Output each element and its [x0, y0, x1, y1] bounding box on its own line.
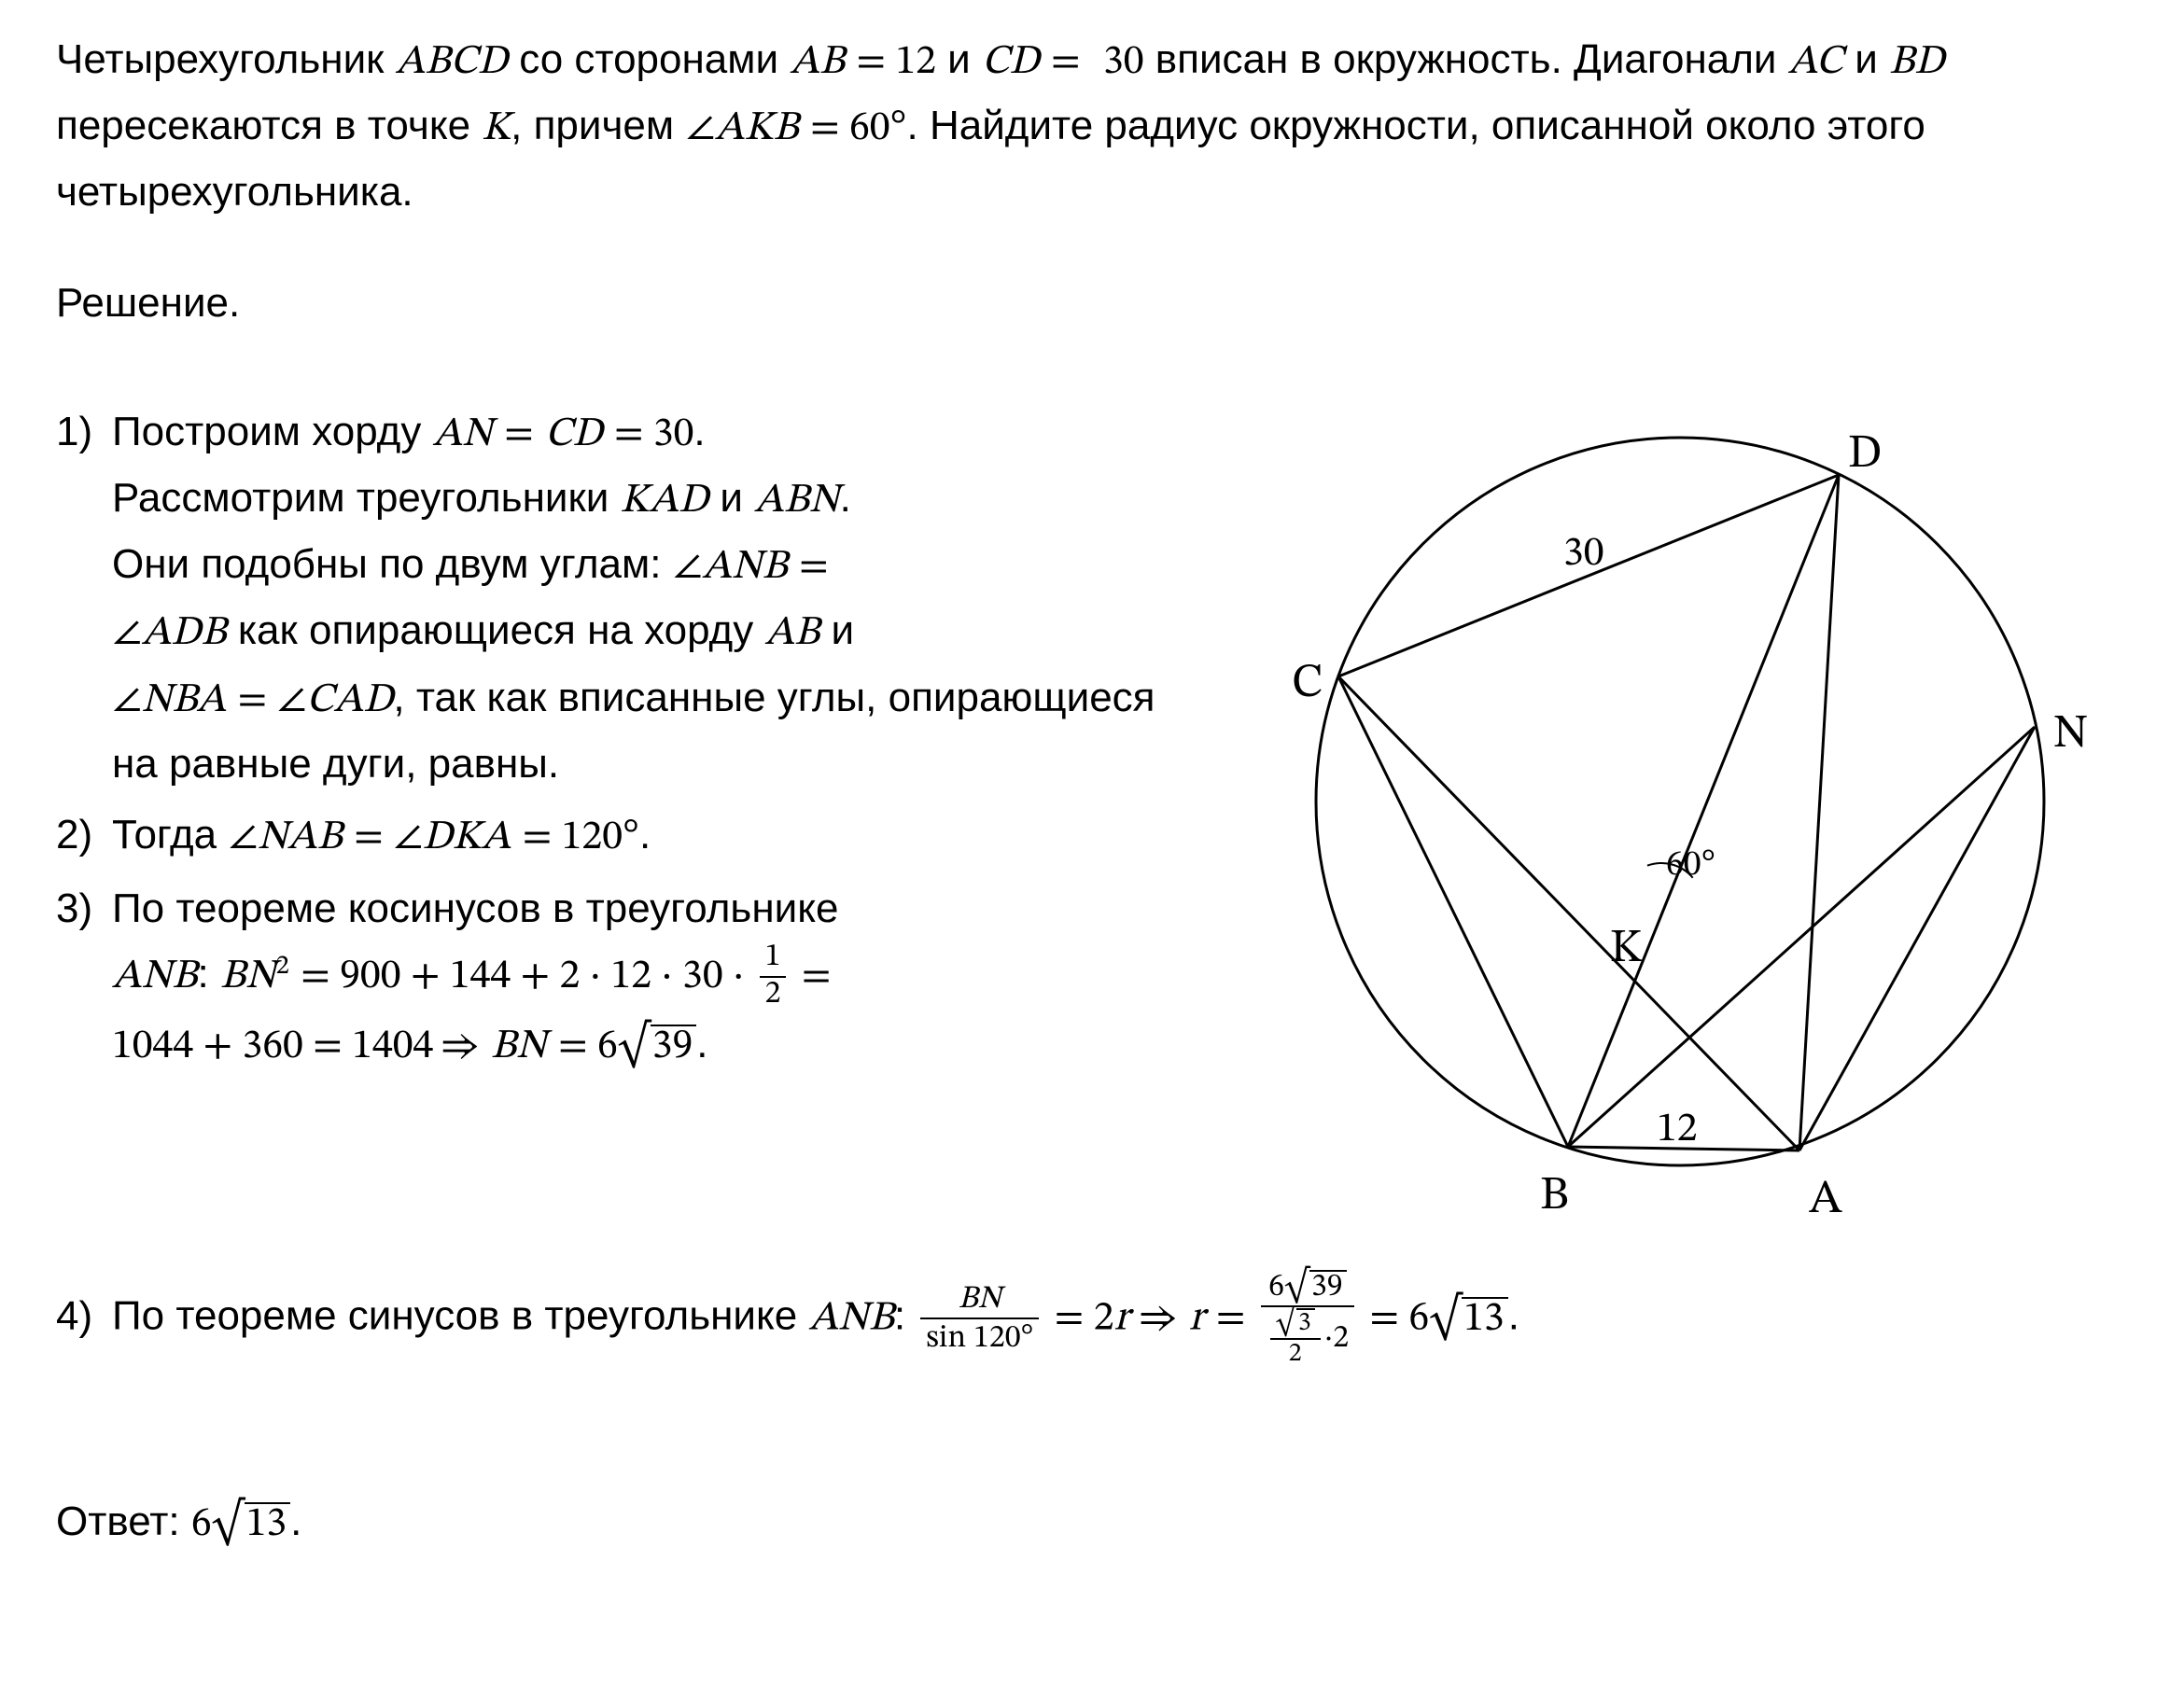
diagram-label: A	[1809, 1164, 1842, 1237]
diagram-label: D	[1848, 419, 1883, 492]
step-body: Построим хорду AN = CD = 30.Рассмотрим т…	[112, 400, 1195, 796]
page: Четырехугольник ABCD со сторонами AB = 1…	[0, 0, 2184, 1687]
content-row: 1) Построим хорду AN = CD = 30.Рассмотри…	[56, 400, 2128, 1259]
geometry-diagram: C D N B A K 30 12 60°	[1213, 400, 2147, 1259]
diagram-label: B	[1540, 1161, 1569, 1234]
diagram-label: 60°	[1666, 839, 1715, 894]
step-4: 4)По теореме синусов в треугольнике ANB:…	[56, 1268, 2128, 1369]
step-number: 3)	[56, 877, 112, 1079]
diagram-label: K	[1610, 913, 1643, 986]
diagram-label: 12	[1657, 1098, 1698, 1162]
step-body: По теореме косинусов в треугольникеANB: …	[112, 877, 1195, 1079]
diagram-label: N	[2053, 699, 2088, 772]
step-3: 3) По теореме косинусов в треугольникеAN…	[56, 877, 1195, 1079]
diagram-label: 30	[1563, 523, 1604, 586]
step-body: Тогда ∠NAB = ∠DKA = 120°.	[112, 803, 1195, 870]
problem-statement: Четырехугольник ABCD со сторонами AB = 1…	[56, 28, 2128, 225]
diagram-label: C	[1292, 648, 1323, 721]
answer: Ответ: 6√13.	[56, 1490, 2128, 1556]
solution-heading: Решение.	[56, 272, 2128, 335]
steps-list: 1) Построим хорду AN = CD = 30.Рассмотри…	[56, 400, 1195, 1079]
step-2: 2) Тогда ∠NAB = ∠DKA = 120°.	[56, 803, 1195, 870]
step-1: 1) Построим хорду AN = CD = 30.Рассмотри…	[56, 400, 1195, 796]
steps-column: 1) Построим хорду AN = CD = 30.Рассмотри…	[56, 400, 1213, 1086]
step-number: 2)	[56, 803, 112, 870]
step-number: 1)	[56, 400, 112, 796]
